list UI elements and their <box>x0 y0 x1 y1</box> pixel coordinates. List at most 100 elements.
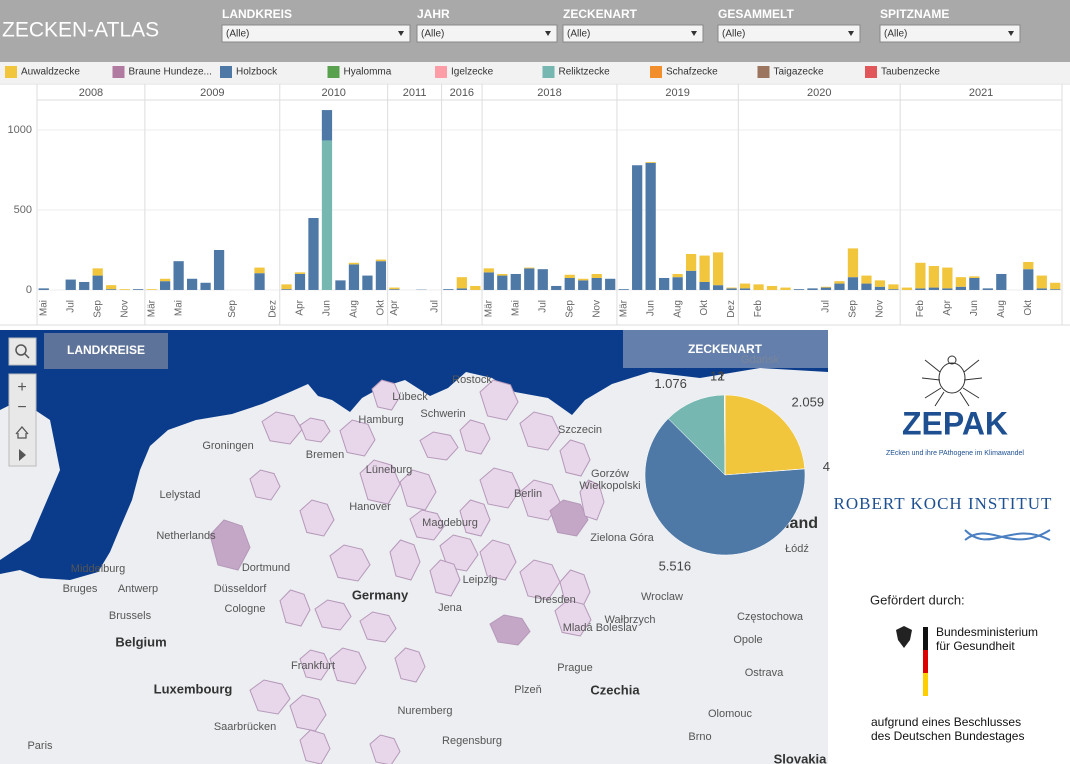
legend-swatch <box>757 66 770 78</box>
map-search-button[interactable] <box>8 337 37 366</box>
bar-segment <box>847 248 859 278</box>
bar-segment <box>524 268 535 290</box>
zoom-in-icon[interactable]: + <box>17 379 26 396</box>
flag-red <box>923 650 928 673</box>
landkreise-button[interactable] <box>44 333 168 369</box>
filter-dropdown[interactable] <box>221 24 411 43</box>
ministry-line: für Gesundheit <box>936 639 1015 653</box>
district[interactable] <box>329 544 371 582</box>
zoom-out-icon[interactable]: − <box>17 399 26 416</box>
city-label: Wroclaw <box>641 591 683 603</box>
x-tick-label: Nov <box>591 300 602 318</box>
bar-segment <box>348 264 360 290</box>
district[interactable] <box>389 539 421 581</box>
district[interactable] <box>369 734 401 764</box>
x-tick-label: Feb <box>753 300 764 318</box>
bar-segment <box>834 281 845 284</box>
district[interactable] <box>249 469 281 501</box>
city-label: Bruges <box>63 583 98 595</box>
bar-segment <box>1023 261 1034 270</box>
x-tick-label: Feb <box>915 300 926 318</box>
district[interactable] <box>554 599 592 637</box>
x-tick-label: Jun <box>645 300 656 316</box>
bar-segment <box>996 273 1007 290</box>
bar-segment <box>982 288 993 290</box>
district[interactable] <box>489 614 531 646</box>
city-label: Magdeburg <box>422 517 478 529</box>
filter-dropdown[interactable] <box>416 24 558 43</box>
city-label: Hanover <box>349 501 391 513</box>
filter-label: JAHR <box>417 7 450 21</box>
bar-segment <box>389 287 400 290</box>
bar-segment <box>928 287 939 290</box>
bar-segment <box>564 277 575 290</box>
bar-segment <box>591 277 602 290</box>
city-label: Brno <box>688 731 711 743</box>
bar-segment <box>955 277 966 287</box>
district[interactable] <box>299 729 331 764</box>
bar-segment <box>605 278 616 290</box>
legend-label: Schafzecke <box>666 67 718 78</box>
pie-slice <box>724 394 806 476</box>
y-tick-label: 500 <box>14 204 32 216</box>
district[interactable] <box>314 599 352 631</box>
district[interactable] <box>399 469 437 511</box>
pie-slice <box>667 394 726 476</box>
district[interactable] <box>419 431 459 461</box>
filter-value: (Alle) <box>884 29 907 40</box>
x-tick-label: Sep <box>92 300 103 318</box>
home-icon[interactable] <box>15 426 29 439</box>
filter-dropdown[interactable] <box>879 24 1021 43</box>
bar-segment <box>389 289 400 290</box>
city-label: Gorzów <box>591 468 629 480</box>
city-label: Leipzig <box>463 574 498 586</box>
district[interactable] <box>479 539 517 581</box>
district[interactable] <box>394 647 426 683</box>
district[interactable] <box>371 379 401 411</box>
district[interactable] <box>249 679 291 715</box>
district[interactable] <box>459 419 491 455</box>
district[interactable] <box>209 519 251 571</box>
bar-segment <box>524 267 535 269</box>
filter-dropdown[interactable] <box>717 24 861 43</box>
district[interactable] <box>549 499 589 537</box>
district[interactable] <box>289 694 327 732</box>
district[interactable] <box>519 411 561 451</box>
zepak-logo: ZEPAK <box>902 405 1008 441</box>
district[interactable] <box>279 589 311 627</box>
district[interactable] <box>329 647 367 685</box>
district[interactable] <box>339 419 376 457</box>
district[interactable] <box>429 559 461 597</box>
city-label: Regensburg <box>442 735 502 747</box>
district[interactable] <box>359 459 401 505</box>
city-label: Prague <box>557 662 592 674</box>
bar-segment <box>564 274 575 278</box>
map-zoom-controls[interactable] <box>8 373 37 467</box>
district[interactable] <box>519 479 561 521</box>
bar-segment <box>213 249 225 290</box>
country-label: Germany <box>352 587 409 602</box>
district[interactable] <box>299 649 331 681</box>
district[interactable] <box>359 611 397 643</box>
bar-segment <box>942 267 953 289</box>
district[interactable] <box>299 499 335 537</box>
district[interactable] <box>409 509 445 541</box>
bar-segment <box>685 270 697 290</box>
map: LübeckRostockSchwerinHamburgSzczecinGdań… <box>0 330 828 764</box>
district[interactable] <box>559 439 591 477</box>
district[interactable] <box>479 467 521 509</box>
district[interactable] <box>299 417 331 443</box>
bar-segment <box>254 273 265 290</box>
search-icon <box>15 344 27 356</box>
district[interactable] <box>479 379 519 421</box>
filter-dropdown[interactable] <box>562 24 704 43</box>
district[interactable] <box>459 499 491 537</box>
zepak-subtitle: ZEcken und ihre PAthogene im Klimawandel <box>886 450 1024 457</box>
x-tick-label: Sep <box>564 300 575 318</box>
bar-segment <box>483 272 494 290</box>
bar-segment <box>820 286 832 288</box>
play-icon[interactable] <box>19 449 26 461</box>
zeckenart-header <box>623 330 828 368</box>
district[interactable] <box>579 479 605 521</box>
x-tick-label: Nov <box>875 300 886 318</box>
